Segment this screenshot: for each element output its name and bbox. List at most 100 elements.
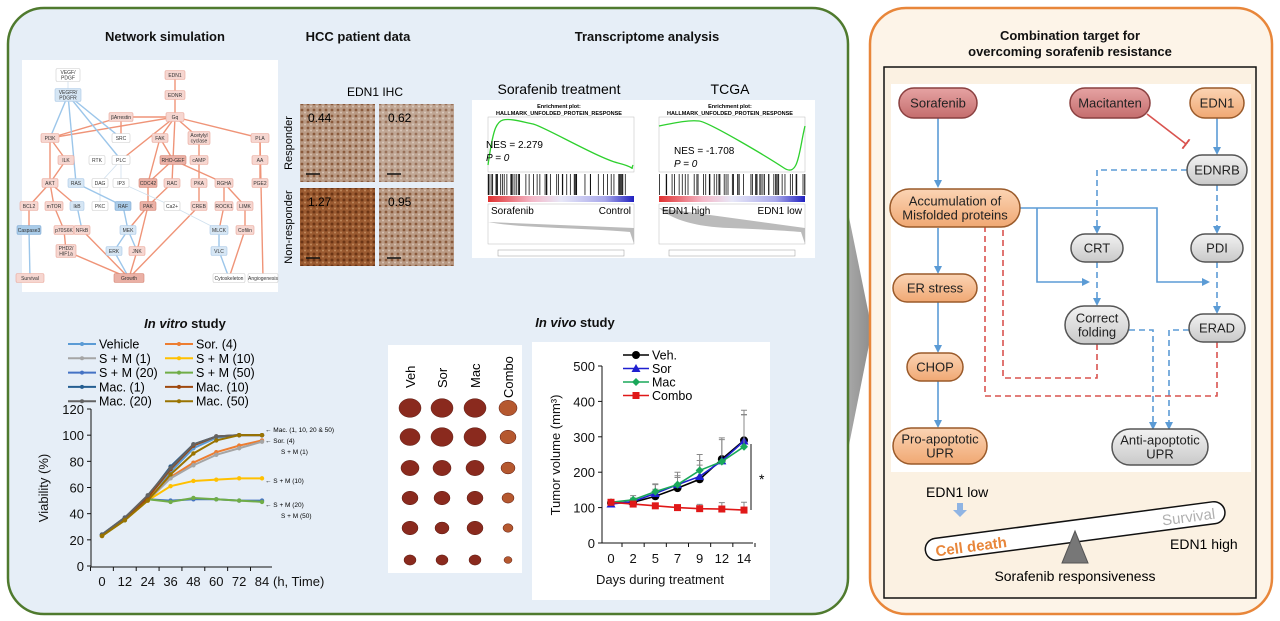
- pathway-node-pro-apoptotic: Pro-apoptotic UPR: [892, 427, 988, 465]
- data-point: [191, 463, 196, 468]
- pathway-node-box: [898, 87, 978, 119]
- network-node: BCL2: [19, 201, 39, 211]
- network-node-label: PI3K: [45, 136, 57, 142]
- network-node: ERK: [105, 246, 123, 256]
- marker-square: [651, 502, 659, 510]
- series: [607, 498, 748, 514]
- legend-item: Mac: [623, 376, 676, 390]
- ihc-images: 0.44 0.62 1.27 0.95: [300, 104, 454, 266]
- data-point: [214, 434, 219, 439]
- data-point: [191, 478, 196, 484]
- network-node-box: [54, 88, 82, 102]
- network-node-label: RTK: [92, 158, 103, 164]
- network-node-label: NFkB: [76, 228, 89, 234]
- series-annotation: ← S + M (20): [265, 502, 304, 509]
- tumor-image: [502, 523, 514, 533]
- y-tick-label: 40: [70, 507, 84, 522]
- rank-bar: [659, 196, 805, 202]
- pathway-node-macitanten: Macitanten: [1069, 87, 1151, 119]
- in-vivo-title: In vivo study: [535, 315, 615, 330]
- network-node: Caspase3: [16, 225, 42, 235]
- network-node-box: [212, 273, 246, 283]
- network-node: AKT: [41, 178, 59, 188]
- legend-marker: [80, 342, 84, 346]
- x-tick-label: 72: [232, 574, 246, 589]
- balance-diagram: EDN1 low Cell death Survival EDN1 high S…: [924, 484, 1238, 584]
- network-node: p70S6K: [53, 225, 75, 235]
- marker-diamond: [695, 466, 704, 475]
- data-point: [214, 477, 219, 482]
- in-vivo-chart: 0 100 200 300 400 500 0 2 5 7 9 12 14 Days during tre…: [548, 349, 765, 588]
- network-edge: [228, 229, 246, 279]
- y-axis-label: Viability (%): [36, 454, 51, 522]
- y-tick-label: 80: [70, 454, 84, 469]
- network-edge: [147, 137, 161, 184]
- network-node-box: [16, 225, 42, 235]
- network-node-box: [235, 225, 255, 235]
- tumor-image: [433, 490, 451, 506]
- y-tick-label: 0: [77, 559, 84, 574]
- network-node-label: Angiogenesis: [248, 276, 279, 282]
- network-node: SRC: [111, 133, 131, 143]
- pathway-node-ednrb: EDNRB: [1186, 154, 1248, 186]
- network-node-label: AA: [257, 158, 264, 164]
- network-node-box: [164, 90, 186, 100]
- network-node-label: ERK: [109, 249, 120, 255]
- ihc-title: EDN1 IHC: [347, 85, 403, 99]
- marker-square: [674, 504, 681, 512]
- network-node: PAK: [139, 201, 157, 211]
- legend-item: S + M (20): [68, 366, 158, 380]
- legend-label: S + M (1): [99, 352, 151, 366]
- pathway-node-box: [1190, 233, 1244, 263]
- marker-diamond: [651, 487, 660, 496]
- x-axis-label: Days during treatment: [596, 572, 724, 587]
- network-node: MEK: [119, 225, 137, 235]
- network-node-box: [15, 273, 45, 283]
- legend-marker: [80, 370, 84, 375]
- legend-item: Mac. (50): [165, 395, 249, 409]
- legend-label: Mac: [652, 376, 676, 390]
- network-node: PHD2/HIF1a: [55, 244, 77, 258]
- edn1-high-label: EDN1 high: [1170, 536, 1238, 552]
- gsea-gene-set: HALLMARK_UNFOLDED_PROTEIN_RESPONSE: [496, 111, 622, 117]
- legend-label: Sor: [652, 362, 671, 376]
- x-tick-label: 5: [652, 551, 659, 566]
- gsea-right-label: Control: [599, 206, 631, 217]
- network-node-label: ROCK1: [215, 204, 232, 210]
- network-node-label: LIMK: [239, 204, 251, 210]
- network-node-label: JNK: [132, 249, 142, 255]
- network-node-box: [112, 178, 130, 188]
- network-node-label: CDC42: [140, 181, 157, 187]
- gsea-plot-tcga: TCGA Enrichment plot:HALLMARK_UNFOLDED_PR…: [643, 81, 815, 258]
- network-node-box: [88, 155, 106, 165]
- network-node-box: [91, 201, 109, 211]
- network-node-label: PKA: [194, 181, 205, 187]
- network-node-label: AKT: [45, 181, 55, 187]
- network-node-label: VLC: [214, 249, 224, 255]
- marker-triangle: [695, 471, 705, 480]
- data-point: [259, 432, 265, 438]
- network-node-label: IP3: [117, 181, 125, 187]
- legend-marker: [177, 370, 181, 375]
- gsea-plot-title: Enrichment plot:: [708, 104, 752, 110]
- data-point: [122, 518, 128, 523]
- x-axis-label: (h, Time): [273, 574, 324, 589]
- legend-item: Vehicle: [68, 338, 139, 352]
- pathway-node-label: PDI: [1206, 241, 1228, 256]
- legend-label: S + M (50): [196, 366, 255, 380]
- network-node: AA: [251, 155, 269, 165]
- network-node-box: [113, 273, 145, 283]
- gsea-es-frame: [658, 116, 806, 173]
- network-node: Survival: [15, 273, 45, 283]
- network-node-box: [165, 112, 185, 122]
- ihc-image: [379, 188, 454, 266]
- sorafenib-responsiveness-label: Sorafenib responsiveness: [994, 568, 1155, 584]
- y-tick-label: 120: [62, 402, 84, 417]
- network-node: JNK: [128, 246, 146, 256]
- network-node-box: [73, 225, 91, 235]
- network-edge: [136, 205, 149, 252]
- network-nodes: VEGF/PDGF VEGFR/PDGFR EDN1 EDNR βArrestin Gq P…: [15, 68, 279, 283]
- data-point: [236, 476, 242, 481]
- series-line: [101, 434, 262, 537]
- series-annotation: ← S + M (10): [265, 478, 304, 485]
